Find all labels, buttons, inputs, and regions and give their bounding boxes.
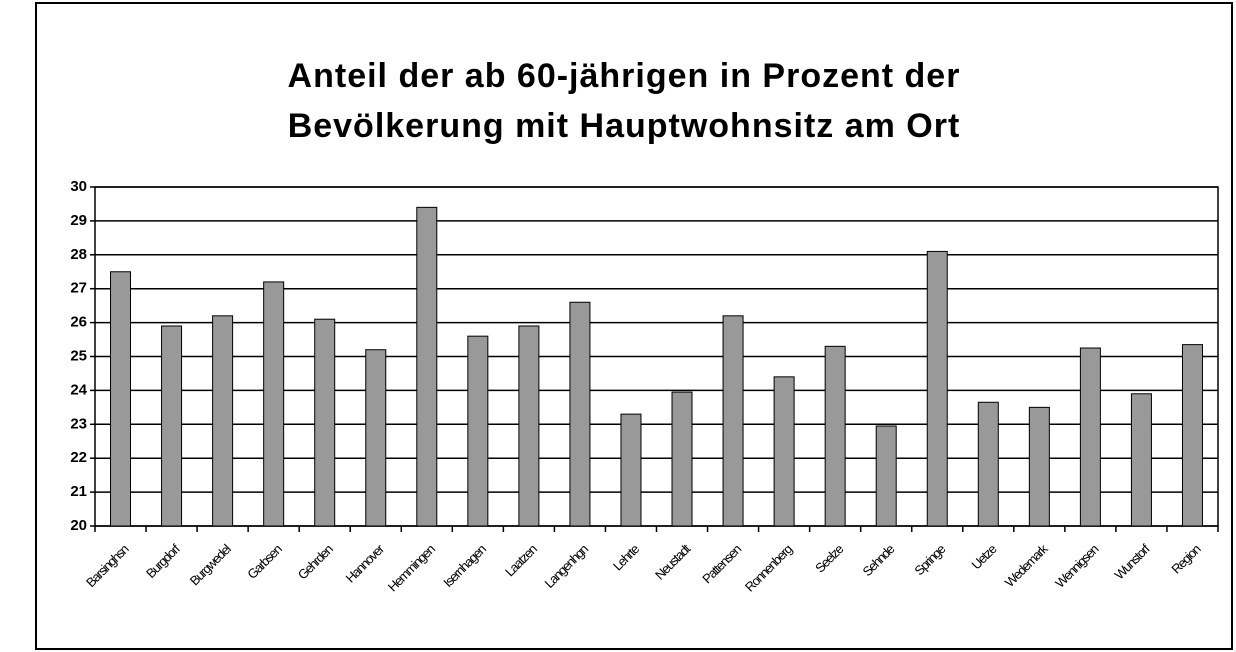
y-tick-label: 27 xyxy=(70,280,87,297)
bar xyxy=(671,391,693,527)
y-tick-label: 28 xyxy=(70,246,87,263)
bar xyxy=(1079,347,1101,527)
y-tick-label: 22 xyxy=(70,449,87,466)
y-tick-label: 25 xyxy=(70,347,87,364)
bar xyxy=(875,425,897,527)
bar xyxy=(824,345,846,527)
y-tick-label: 26 xyxy=(70,314,87,331)
bar xyxy=(314,318,336,527)
y-tick-label: 23 xyxy=(70,415,87,432)
bar xyxy=(773,376,795,527)
bar xyxy=(569,301,591,527)
bar xyxy=(1028,406,1050,527)
bar xyxy=(161,325,183,527)
bar xyxy=(365,349,387,527)
bar xyxy=(416,206,438,527)
bar xyxy=(722,315,744,527)
bar xyxy=(620,413,642,527)
bar xyxy=(926,250,948,527)
y-tick-label: 21 xyxy=(70,483,87,500)
bar xyxy=(1130,393,1152,527)
y-tick-label: 24 xyxy=(70,381,87,398)
y-tick-label: 29 xyxy=(70,212,87,229)
y-tick-label: 20 xyxy=(70,517,87,534)
bar xyxy=(977,401,999,527)
bar xyxy=(467,335,489,527)
bar xyxy=(110,271,132,527)
bar xyxy=(263,281,285,527)
bar xyxy=(1181,344,1203,527)
bar xyxy=(212,315,234,527)
chart-title: Anteil der ab 60-jährigen in Prozent der xyxy=(288,57,961,95)
bar xyxy=(518,325,540,527)
y-tick-label: 30 xyxy=(70,178,87,195)
chart-title: Bevölkerung mit Hauptwohnsitz am Ort xyxy=(288,107,961,145)
